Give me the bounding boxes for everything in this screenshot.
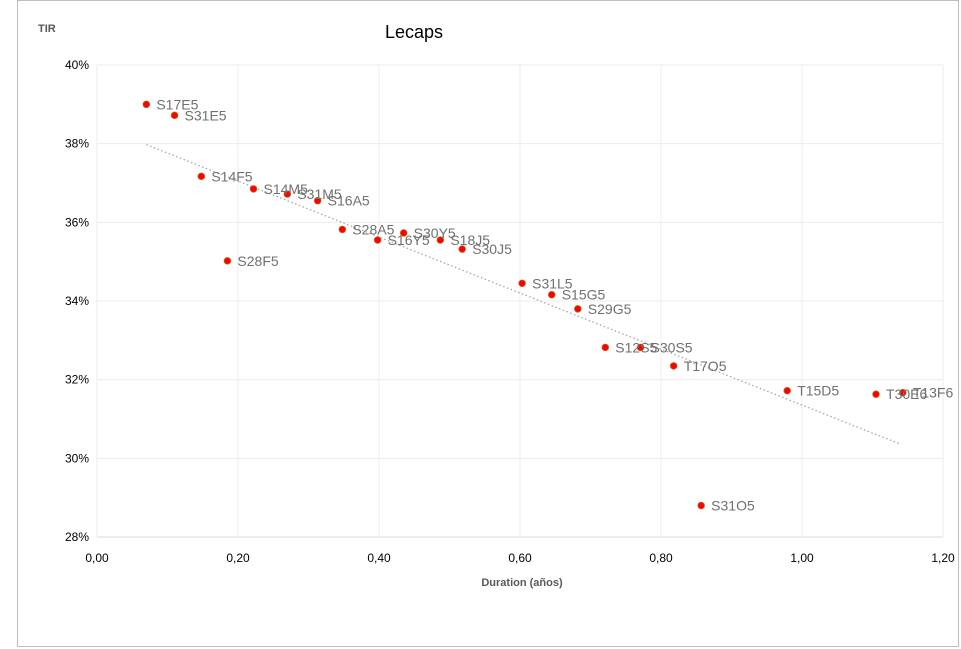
point-label: S17E5 [156,96,198,112]
trendline-layer [146,144,901,445]
data-point [783,386,791,395]
point-label: S31L5 [532,275,573,291]
y-tick-label: 34% [65,294,89,308]
point-label: S28A5 [352,221,394,237]
x-tick-label: 0,60 [508,551,532,565]
data-point [574,305,582,313]
x-tick-label: 0,80 [649,551,673,565]
data-point [373,236,382,244]
data-point [142,100,151,109]
data-point [669,362,678,370]
y-tick-label: 36% [65,215,89,229]
point-label: S14F5 [211,168,252,184]
data-point [338,225,347,234]
data-point [697,501,705,510]
point-label: S31O5 [711,498,755,514]
point-label: S14M5 [264,181,309,197]
point-label: T13F6 [913,385,954,401]
data-point [197,172,206,181]
point-label: S31E5 [185,107,227,123]
point-label: S28F5 [237,253,278,269]
x-axis-title: Duration (años) [481,577,563,589]
x-tick-label: 0,40 [367,551,391,565]
data-point [313,196,322,205]
y-tick-label: 28% [65,530,89,544]
data-point [249,185,258,193]
y-axis-title: TIR [38,23,56,35]
points-layer [142,100,907,510]
data-point [283,190,292,198]
tick-labels-layer: 28% 30% 32% 34% 36% 38% 40% 0,00 0,20 0,40 0,60 0,8… [65,58,955,565]
y-tick-label: 30% [65,451,89,465]
point-label: S30S5 [651,339,693,355]
point-label: S31M5 [297,186,342,202]
data-point [399,229,408,237]
point-label: T17O5 [684,358,727,374]
y-tick-label: 40% [65,58,89,72]
point-label: T30E6 [886,386,927,402]
y-tick-label: 32% [65,373,89,387]
point-label: S15G5 [562,287,606,303]
chart-title: Lecaps [385,22,443,42]
point-label: S18J5 [450,232,490,248]
data-point [601,343,610,352]
x-tick-label: 1,20 [931,551,955,565]
data-point [436,236,445,244]
point-label: S16A5 [328,193,370,209]
x-tick-label: 1,00 [790,551,814,565]
x-tick-label: 0,20 [226,551,250,565]
x-tick-label: 0,00 [85,551,109,565]
point-label: S16Y5 [388,232,430,248]
y-tick-label: 38% [65,137,89,151]
trendline [146,144,901,445]
data-point [170,111,179,120]
data-point [223,257,232,265]
point-label: S29G5 [588,301,632,317]
data-point [899,388,907,397]
point-label: S30Y5 [414,225,456,241]
data-point [458,245,466,253]
data-point [872,390,880,398]
data-point [548,291,556,299]
gridlines [96,64,944,538]
point-label: T15D5 [797,383,839,399]
point-label: S12S5 [615,339,657,355]
point-label: S30J5 [472,241,512,257]
data-point [636,343,645,352]
data-point [518,279,526,287]
